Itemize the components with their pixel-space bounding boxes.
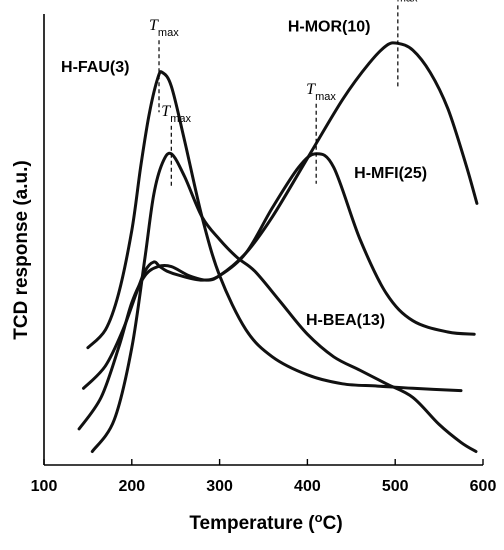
annotations: H-FAU(3) Tmax H-MFI(25) Tmax H-MOR(10) Tmax H-… xyxy=(61,0,427,329)
x-axis-title-sup: o xyxy=(315,510,323,525)
tmax-label-sub: max xyxy=(170,113,191,125)
series-line-h-mor-10 xyxy=(77,41,479,431)
tmax-label-sub: max xyxy=(158,27,179,39)
tmax-label-t: T xyxy=(149,17,159,34)
tmax-label: Tmax xyxy=(388,0,418,4)
curves xyxy=(77,41,479,453)
series-label: H-MFI(25) xyxy=(354,165,427,182)
x-tick-label: 400 xyxy=(294,478,321,495)
series-label: H-FAU(3) xyxy=(61,59,129,76)
x-axis-title-main: Temperature ( xyxy=(189,513,315,534)
tmax-label: Tmax xyxy=(306,81,336,103)
x-axis-title-unit: C) xyxy=(323,513,343,534)
series-line-h-fau-3 xyxy=(86,70,463,393)
x-tick-label: 100 xyxy=(31,478,58,495)
tmax-label-t: T xyxy=(161,103,171,120)
series-label: H-MOR(10) xyxy=(288,18,371,35)
series-line-h-bea-13 xyxy=(90,151,478,453)
tmax-label-sub: max xyxy=(315,91,336,103)
x-tick-label: 600 xyxy=(470,478,497,495)
tmax-label: Tmax xyxy=(161,103,191,125)
tmax-label: Tmax xyxy=(149,17,179,39)
y-axis-title: TCD response (a.u.) xyxy=(11,160,32,339)
x-ticks: 100 200 300 400 500 600 xyxy=(31,459,497,495)
x-tick-label: 500 xyxy=(382,478,409,495)
axes xyxy=(43,14,483,466)
x-tick-label: 300 xyxy=(206,478,233,495)
x-axis-title: Temperature (oC) xyxy=(189,510,342,535)
series-label: H-BEA(13) xyxy=(306,312,385,329)
x-tick-label: 200 xyxy=(118,478,145,495)
tmax-label-sub: max xyxy=(397,0,418,4)
tmax-label-t: T xyxy=(306,81,316,98)
